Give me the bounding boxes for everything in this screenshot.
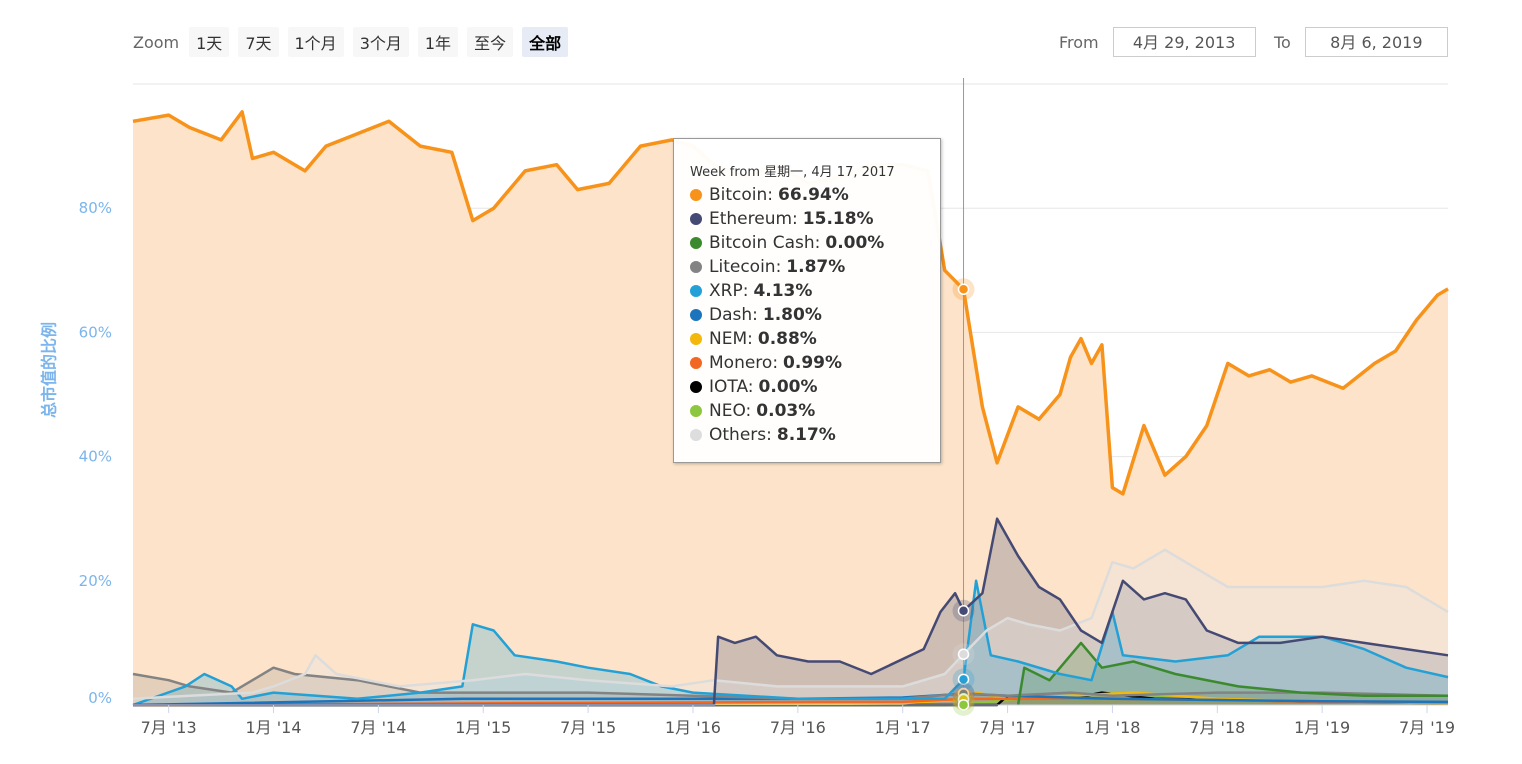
tooltip-item-value: 66.94% [778, 185, 849, 205]
tooltip-item: Ethereum: 15.18% [690, 207, 940, 231]
tooltip-item-name: Ethereum: [709, 209, 798, 229]
zoom-button-1d[interactable]: 1天 [189, 27, 230, 57]
zoom-label: Zoom [133, 32, 180, 52]
date-range-to: To 8月 6, 2019 [1274, 26, 1448, 58]
y-tick-label: 0% [88, 689, 112, 707]
series-area-ethereum [133, 518, 1448, 705]
to-date-input[interactable]: 8月 6, 2019 [1304, 27, 1448, 57]
tooltip-item-name: Others: [709, 425, 772, 445]
series-line-bitcoin-cash [1016, 641, 1448, 706]
tooltip-item-value: 0.00% [758, 377, 818, 397]
tooltip-item-value: 8.17% [776, 425, 836, 445]
tooltip-item-value: 1.87% [786, 257, 846, 277]
tooltip-item-name: IOTA: [709, 377, 754, 397]
x-tick-label: 7月 '18 [1189, 718, 1245, 737]
y-tick-label: 40% [79, 448, 112, 466]
tooltip-item: XRP: 4.13% [690, 279, 940, 303]
tooltip-item: Bitcoin: 66.94% [690, 183, 940, 207]
zoom-button-ytd[interactable]: 至今 [467, 27, 514, 57]
date-range-from: From 4月 29, 2013 [1059, 26, 1256, 58]
tooltip-item: Bitcoin Cash: 0.00% [690, 231, 940, 255]
x-tick-label: 1月 '19 [1294, 718, 1350, 737]
y-tick-label: 80% [79, 199, 112, 217]
legend-dot-icon [690, 381, 702, 393]
x-tick-label: 7月 '14 [350, 718, 406, 737]
tooltip-item-value: 0.88% [757, 329, 817, 349]
x-tick-label: 1月 '15 [455, 718, 511, 737]
tooltip-item: IOTA: 0.00% [690, 375, 940, 399]
hover-point-others [957, 648, 970, 661]
series-area-xrp [133, 580, 1448, 705]
axis-layer: 0% 20% 40% 60% 80% 7月 '13 1月 '14 7月 '14 1月 '15 7月… [79, 199, 1455, 737]
tooltip-item: Others: 8.17% [690, 423, 940, 447]
x-tick-label: 7月 '15 [560, 718, 616, 737]
zoom-button-1y[interactable]: 1年 [417, 27, 459, 57]
tooltip-item: Dash: 1.80% [690, 303, 940, 327]
tooltip-item: NEO: 0.03% [690, 399, 940, 423]
hover-point-ethereum [957, 604, 970, 617]
tooltip: Week from 星期一, 4月 17, 2017 Bitcoin: 66.94… [673, 138, 941, 463]
from-label: From [1059, 32, 1099, 52]
legend-dot-icon [690, 357, 702, 369]
from-date-input[interactable]: 4月 29, 2013 [1112, 27, 1256, 57]
zoom-button-all[interactable]: 全部 [522, 27, 569, 57]
tooltip-item-value: 1.80% [762, 305, 822, 325]
y-tick-label: 60% [79, 323, 112, 341]
hover-point-bitcoin [957, 283, 970, 296]
x-tick-label: 7月 '16 [770, 718, 826, 737]
series-line-xrp [132, 579, 1449, 707]
legend-dot-icon [690, 405, 702, 417]
legend-dot-icon [690, 285, 702, 297]
legend-dot-icon [690, 261, 702, 273]
x-tick-label: 7月 '13 [141, 718, 197, 737]
tooltip-item-value: 15.18% [802, 209, 874, 229]
tooltip-header: Week from 星期一, 4月 17, 2017 [690, 165, 895, 180]
legend-dot-icon [690, 309, 702, 321]
legend-dot-icon [690, 237, 702, 249]
tooltip-item-name: Bitcoin: [709, 185, 774, 205]
tooltip-item-value: 0.03% [756, 401, 816, 421]
y-axis-title: 总市值的比例 [40, 322, 59, 418]
tooltip-item-value: 0.99% [783, 353, 843, 373]
x-tick-label: 1月 '14 [246, 718, 302, 737]
tooltip-item-name: NEM: [709, 329, 753, 349]
series-area-monero [133, 698, 1448, 705]
series-line-ethereum [133, 517, 1449, 707]
hover-point-neo [957, 699, 970, 711]
x-tick-label: 1月 '17 [875, 718, 931, 737]
x-tick-label: 1月 '18 [1084, 718, 1140, 737]
tooltip-item-value: 0.00% [825, 233, 885, 253]
tooltip-item: Litecoin: 1.87% [690, 255, 940, 279]
legend-dot-icon [690, 333, 702, 345]
tooltip-item-value: 4.13% [753, 281, 813, 301]
tooltip-item-name: Dash: [709, 305, 758, 325]
series-area-bitcoin-cash [1018, 642, 1448, 705]
series-line-others [132, 548, 1449, 701]
tooltip-item-name: NEO: [709, 401, 752, 421]
zoom-button-1m[interactable]: 1个月 [287, 27, 344, 57]
tooltip-rows: Bitcoin: 66.94% Ethereum: 15.18% Bitcoin Cas… [690, 183, 940, 447]
x-tick-label: 7月 '19 [1399, 718, 1455, 737]
tooltip-item-name: XRP: [709, 281, 749, 301]
y-tick-label: 20% [79, 572, 112, 590]
marker-layer [952, 78, 975, 716]
y-axis-title-wrap: 总市值的比例 [40, 322, 59, 418]
legend-dot-icon [690, 429, 702, 441]
hover-point-xrp [957, 673, 970, 686]
tooltip-item: Monero: 0.99% [690, 351, 940, 375]
legend-dot-icon [690, 213, 702, 225]
to-label: To [1274, 32, 1291, 52]
tooltip-item-name: Litecoin: [709, 257, 782, 277]
zoom-button-3m[interactable]: 3个月 [352, 27, 409, 57]
x-tick-label: 7月 '17 [980, 718, 1036, 737]
tooltip-item: NEM: 0.88% [690, 327, 940, 351]
series-line-litecoin [132, 666, 1449, 701]
x-tick-label: 1月 '16 [665, 718, 721, 737]
zoom-bar: Zoom 1天 7天 1个月 3个月 1年 至今 全部 [133, 27, 577, 57]
tooltip-item-name: Monero: [709, 353, 779, 373]
zoom-button-7d[interactable]: 7天 [238, 27, 279, 57]
legend-dot-icon [690, 189, 702, 201]
tooltip-item-name: Bitcoin Cash: [709, 233, 821, 253]
